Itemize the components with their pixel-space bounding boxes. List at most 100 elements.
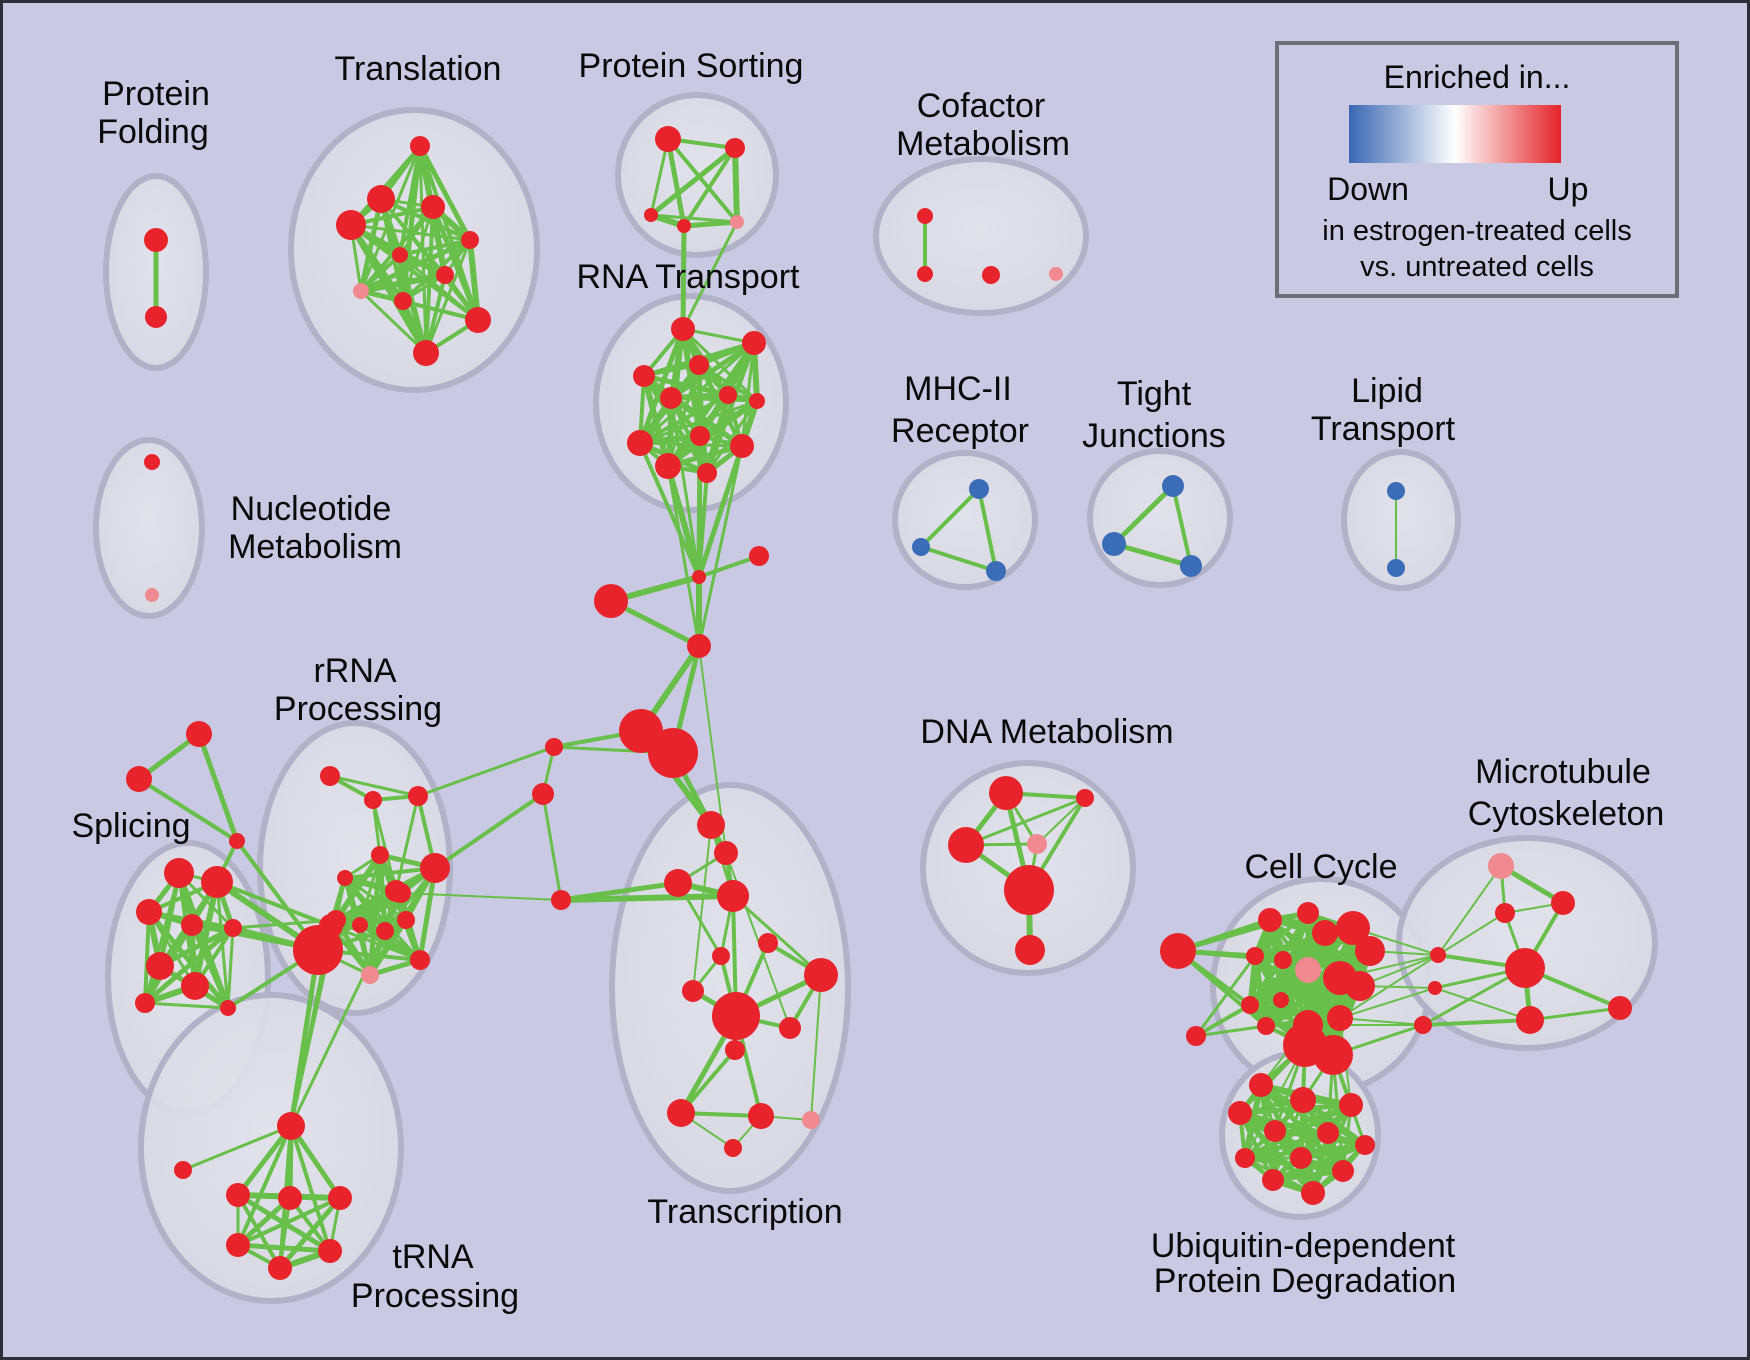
node-14[interactable] bbox=[725, 138, 745, 158]
node-38[interactable] bbox=[1102, 532, 1126, 556]
node-136[interactable] bbox=[1428, 981, 1442, 995]
node-27[interactable] bbox=[690, 426, 710, 446]
node-103[interactable] bbox=[724, 1139, 742, 1157]
node-0[interactable] bbox=[144, 228, 168, 252]
node-148[interactable] bbox=[1262, 1169, 1284, 1191]
node-59[interactable] bbox=[371, 846, 389, 864]
node-73[interactable] bbox=[174, 1161, 192, 1179]
node-79[interactable] bbox=[268, 1256, 292, 1280]
node-133[interactable] bbox=[1516, 1006, 1544, 1034]
node-149[interactable] bbox=[1301, 1181, 1325, 1205]
node-12[interactable] bbox=[413, 340, 439, 366]
node-47[interactable] bbox=[164, 858, 194, 888]
node-102[interactable] bbox=[802, 1111, 820, 1129]
node-107[interactable] bbox=[1027, 834, 1047, 854]
node-130[interactable] bbox=[1551, 891, 1575, 915]
node-5[interactable] bbox=[336, 210, 366, 240]
node-44[interactable] bbox=[186, 721, 212, 747]
node-146[interactable] bbox=[1290, 1147, 1312, 1169]
node-20[interactable] bbox=[689, 355, 709, 375]
node-61[interactable] bbox=[420, 853, 450, 883]
node-52[interactable] bbox=[146, 952, 174, 980]
node-91[interactable] bbox=[717, 880, 749, 912]
node-32[interactable] bbox=[982, 266, 1000, 284]
node-28[interactable] bbox=[730, 434, 754, 458]
node-65[interactable] bbox=[376, 922, 394, 940]
node-51[interactable] bbox=[224, 919, 242, 937]
node-42[interactable] bbox=[144, 454, 160, 470]
node-114[interactable] bbox=[1312, 920, 1338, 946]
node-111[interactable] bbox=[1186, 1026, 1206, 1046]
node-31[interactable] bbox=[917, 266, 933, 282]
node-53[interactable] bbox=[181, 972, 209, 1000]
node-95[interactable] bbox=[682, 980, 704, 1002]
node-123[interactable] bbox=[1273, 992, 1289, 1008]
node-25[interactable] bbox=[627, 430, 653, 456]
node-131[interactable] bbox=[1495, 903, 1515, 923]
node-33[interactable] bbox=[1049, 267, 1063, 281]
node-109[interactable] bbox=[1015, 935, 1045, 965]
node-110[interactable] bbox=[1160, 933, 1196, 969]
node-78[interactable] bbox=[318, 1239, 342, 1263]
node-66[interactable] bbox=[397, 911, 415, 929]
node-4[interactable] bbox=[421, 195, 445, 219]
node-106[interactable] bbox=[1076, 789, 1094, 807]
node-104[interactable] bbox=[989, 776, 1023, 810]
node-89[interactable] bbox=[714, 841, 738, 865]
node-115[interactable] bbox=[1336, 911, 1370, 945]
node-145[interactable] bbox=[1235, 1148, 1255, 1168]
node-75[interactable] bbox=[278, 1186, 302, 1210]
node-132[interactable] bbox=[1505, 948, 1545, 988]
node-7[interactable] bbox=[392, 247, 408, 263]
node-118[interactable] bbox=[1274, 951, 1292, 969]
node-8[interactable] bbox=[436, 266, 454, 284]
node-43[interactable] bbox=[145, 588, 159, 602]
node-124[interactable] bbox=[1257, 1017, 1275, 1035]
node-122[interactable] bbox=[1241, 996, 1259, 1014]
node-19[interactable] bbox=[633, 365, 655, 387]
node-24[interactable] bbox=[749, 393, 765, 409]
node-10[interactable] bbox=[394, 292, 412, 310]
node-92[interactable] bbox=[551, 890, 571, 910]
node-71[interactable] bbox=[293, 925, 343, 975]
node-37[interactable] bbox=[1162, 475, 1184, 497]
node-112[interactable] bbox=[1258, 908, 1282, 932]
node-80[interactable] bbox=[692, 570, 706, 584]
node-144[interactable] bbox=[1355, 1135, 1375, 1155]
node-39[interactable] bbox=[1180, 555, 1202, 577]
node-45[interactable] bbox=[126, 766, 152, 792]
node-9[interactable] bbox=[353, 283, 369, 299]
node-98[interactable] bbox=[779, 1017, 801, 1039]
node-113[interactable] bbox=[1297, 902, 1319, 924]
node-34[interactable] bbox=[969, 479, 989, 499]
node-143[interactable] bbox=[1317, 1122, 1339, 1144]
node-55[interactable] bbox=[135, 993, 155, 1013]
node-119[interactable] bbox=[1295, 957, 1321, 983]
node-134[interactable] bbox=[1608, 996, 1632, 1020]
node-87[interactable] bbox=[532, 783, 554, 805]
node-140[interactable] bbox=[1339, 1093, 1363, 1117]
node-41[interactable] bbox=[1387, 559, 1405, 577]
node-18[interactable] bbox=[671, 317, 695, 341]
node-116[interactable] bbox=[1355, 936, 1385, 966]
node-139[interactable] bbox=[1290, 1087, 1316, 1113]
node-83[interactable] bbox=[687, 634, 711, 658]
node-93[interactable] bbox=[758, 933, 778, 953]
node-50[interactable] bbox=[181, 914, 203, 936]
node-81[interactable] bbox=[749, 546, 769, 566]
node-23[interactable] bbox=[719, 386, 737, 404]
node-142[interactable] bbox=[1264, 1120, 1286, 1142]
node-85[interactable] bbox=[648, 728, 698, 778]
node-121[interactable] bbox=[1345, 971, 1375, 1001]
node-129[interactable] bbox=[1488, 853, 1514, 879]
node-46[interactable] bbox=[229, 833, 245, 849]
node-76[interactable] bbox=[328, 1186, 352, 1210]
node-141[interactable] bbox=[1228, 1101, 1252, 1125]
node-72[interactable] bbox=[277, 1112, 305, 1140]
node-60[interactable] bbox=[337, 870, 353, 886]
node-147[interactable] bbox=[1332, 1160, 1354, 1182]
node-22[interactable] bbox=[660, 387, 682, 409]
node-21[interactable] bbox=[742, 331, 766, 355]
node-58[interactable] bbox=[408, 786, 428, 806]
node-138[interactable] bbox=[1249, 1073, 1273, 1097]
